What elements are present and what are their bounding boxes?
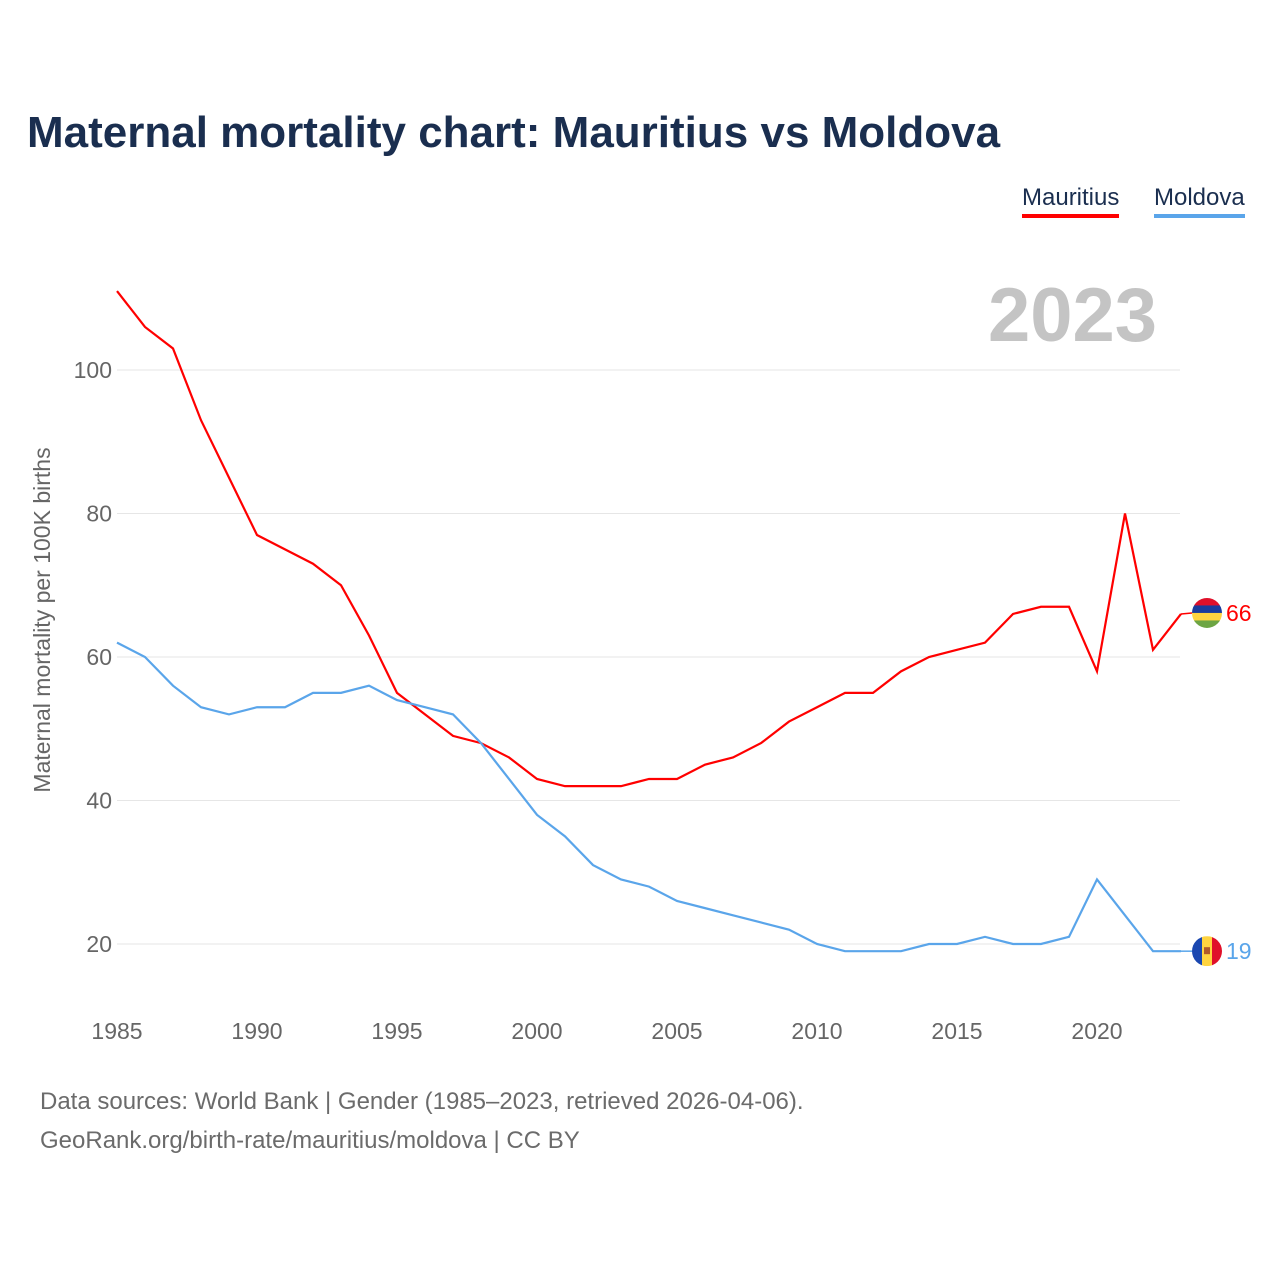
flag-stripe [1192,612,1222,621]
x-tick-label: 1995 [371,1018,422,1044]
flag-stripe [1192,936,1203,967]
flag-emblem [1204,947,1210,955]
legend-moldova[interactable]: Moldova [1154,184,1245,218]
y-tick-label: 60 [86,644,112,670]
x-tick-label: 2010 [791,1018,842,1044]
end-value-label: 66 [1226,600,1252,626]
end-value-label: 19 [1226,938,1252,964]
x-tick-label: 2005 [651,1018,702,1044]
flag-stripe [1192,620,1222,628]
y-tick-label: 40 [86,788,112,814]
end-connector [1180,612,1193,615]
footer-sources: Data sources: World Bank | Gender (1985–… [40,1088,804,1115]
chart-title: Maternal mortality chart: Mauritius vs M… [27,108,1001,157]
flag-body [1192,597,1222,628]
x-tick-label: 2000 [511,1018,562,1044]
y-tick-label: 100 [74,357,112,383]
y-axis-label: Maternal mortality per 100K births [29,447,55,792]
x-tick-label: 1985 [91,1018,142,1044]
series-line-moldova [116,641,1181,953]
mauritius-flag-icon [1192,597,1222,628]
flag-stripe [1212,936,1222,967]
y-tick-label: 20 [86,931,112,957]
series-line-mauritius [116,290,1182,788]
legend-mauritius[interactable]: Mauritius [1022,184,1120,218]
x-tick-label: 2015 [931,1018,982,1044]
flag-stripe [1192,597,1222,606]
flag-stripe [1192,605,1222,614]
moldova-flag-icon [1192,936,1222,967]
footer-link[interactable]: GeoRank.org/birth-rate/mauritius/moldova… [40,1127,580,1154]
y-tick-label: 80 [86,501,112,527]
x-tick-label: 1990 [231,1018,282,1044]
x-tick-label: 2020 [1071,1018,1122,1044]
year-label: 2023 [988,273,1158,358]
flag-body [1192,936,1222,967]
